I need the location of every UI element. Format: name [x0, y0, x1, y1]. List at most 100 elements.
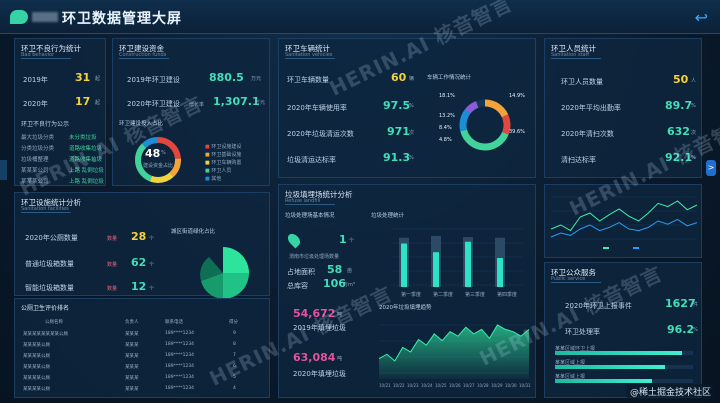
behavior-tag: 道路收集垃圾: [69, 146, 103, 152]
facility-unit: 个: [149, 286, 155, 292]
bar: [497, 258, 503, 287]
process-label: 环卫处理率: [565, 328, 600, 336]
location-pin-icon: [285, 231, 303, 249]
facility-label: 普通垃圾箱数量: [25, 260, 74, 268]
legend-label: 环卫基础设施: [211, 152, 242, 158]
page-title: 环卫数据管理大屏: [62, 11, 182, 27]
legend-item: ■ 其他: [205, 176, 222, 182]
site-label: 渭南市垃圾处理场数量: [289, 254, 340, 260]
panel-subtitle: Sanitation staff: [551, 52, 590, 58]
left-side-handle[interactable]: [0, 160, 7, 180]
x-tick-label: 10/21: [379, 383, 391, 388]
staff-value: 50: [673, 73, 689, 86]
vehicle-label: 环卫车辆数量: [287, 76, 329, 84]
back-icon[interactable]: ↩: [694, 8, 708, 27]
x-tick-label: 10/24: [421, 383, 433, 388]
panel-title: 垃圾填埋场统计分析: [285, 190, 353, 199]
x-tick-label: 10/22: [393, 383, 405, 388]
divider: [21, 212, 71, 213]
bar-x-label: 第三季度: [465, 292, 486, 298]
fund-2019-value: 880.5: [209, 71, 244, 84]
panel-subtitle: Sanitation facilities: [21, 206, 69, 212]
x-tick-label: 10/27: [463, 383, 475, 388]
staff-value: 89.7: [665, 99, 693, 112]
table-cell: 9: [233, 331, 236, 336]
facility-panel: 环卫设施统计分析 Sanitation facilities 2020年公厕数量…: [14, 192, 270, 299]
x-tick-label: 10/31: [519, 383, 531, 388]
list-title: 环卫不良行为公示: [21, 121, 70, 128]
behavior-item: 最大垃圾分类: [21, 135, 55, 141]
donut-center-value: 48: [145, 147, 161, 160]
behavior-item: 某某某公司: [21, 179, 49, 185]
service-bar-label: 某某区域上报: [555, 374, 586, 380]
table-header: 得分: [229, 320, 238, 325]
legend-swatch: [603, 247, 609, 249]
bar: [433, 252, 439, 287]
behavior-item: 某某某公司: [21, 168, 49, 174]
table-cell: 189****1234: [165, 331, 195, 336]
area-unit: 亩: [347, 268, 353, 274]
behavior-value: 17: [75, 95, 91, 108]
trend-title: 2020年垃圾填埋趋势: [379, 305, 432, 311]
behavior-tag: 上路 乱倒垃圾: [69, 179, 104, 185]
staff-trend-panel: [544, 184, 702, 258]
behavior-item: 垃圾桶整理: [21, 157, 49, 163]
pie-title: 城区街道绿化占比: [171, 229, 216, 235]
fund-donut-chart: [135, 137, 181, 183]
vehicle-unit: %: [409, 103, 414, 109]
legend-item: ■ 环卫人员: [205, 168, 232, 174]
panel-title: 环卫建设资金: [119, 44, 164, 53]
right-nav-button[interactable]: >: [706, 160, 716, 176]
panel-title: 环卫车辆统计: [285, 44, 330, 53]
vehicle-unit: %: [409, 155, 414, 161]
table-cell: 189****1234: [165, 342, 195, 347]
table-cell: 某某某某公厕: [23, 354, 50, 359]
facility-label: 2020年公厕数量: [25, 234, 78, 242]
facility-unit: 个: [149, 236, 155, 242]
x-tick-label: 10/23: [407, 383, 419, 388]
table-header: 公厕名称: [45, 320, 63, 325]
behavior-unit: 起: [95, 100, 101, 106]
landfill-bar-chart: [391, 228, 523, 287]
staff-panel: 环卫人员统计 Sanitation staff 环卫人员数量 50 人 2020…: [544, 38, 702, 178]
x-tick-label: 10/29: [491, 383, 503, 388]
behavior-tag: 未分类垃圾: [69, 135, 97, 141]
table-cell: 4: [233, 386, 236, 391]
panel-subtitle: Construction funds: [119, 52, 167, 58]
behavior-panel: 环卫不良行为统计 Bad behavior 2019年 31 起 2020年 1…: [14, 38, 106, 186]
panel-subtitle: Bad behavior: [21, 52, 55, 58]
behavior-tag: 上路 乱倒垃圾: [69, 168, 104, 174]
corner-watermark: @稀土掘金技术社区: [626, 384, 714, 399]
series-line: [550, 200, 698, 232]
fund-2020-unit: 万元: [255, 100, 266, 106]
service-bar-label: 某某区域环卫上报: [555, 346, 596, 352]
table-cell: 189****1234: [165, 375, 195, 380]
table-cell: 某某某某公厕: [23, 365, 50, 370]
fund-2020-value: 1,307.1: [213, 95, 260, 108]
staff-label: 环卫人员数量: [561, 78, 603, 86]
table-header: 联系电话: [165, 320, 183, 325]
divider: [119, 58, 169, 59]
behavior-year: 2019年: [23, 76, 48, 84]
table-header: 负责人: [125, 320, 139, 325]
panel-title: 环卫人员统计: [551, 44, 596, 53]
panel-title: 环卫不良行为统计: [21, 44, 81, 53]
x-tick-label: 10/30: [505, 383, 517, 388]
panel-subtitle: Sanitation vehicles: [285, 52, 333, 58]
redacted-label: [32, 12, 58, 22]
table-cell: 某某某某某某某某公厕: [23, 332, 68, 337]
ring-title: 车辆工作情况统计: [427, 75, 472, 81]
x-tick-label: 10/25: [435, 383, 447, 388]
facility-badge: 数量: [107, 262, 118, 268]
landfill-panel: 垃圾填埋场统计分析 Refuse landfill 垃圾处理场基本情况 1 个 …: [278, 184, 536, 398]
bar-x-label: 第一季度: [401, 292, 422, 298]
divider: [551, 282, 601, 283]
vehicle-panel: 环卫车辆统计 Sanitation vehicles 环卫车辆数量 60 辆 2…: [278, 38, 536, 178]
service-bar: [555, 379, 652, 383]
panel-title: 环卫设施统计分析: [21, 198, 81, 207]
staff-label: 2020年平均出勤率: [561, 104, 621, 112]
facility-value: 62: [131, 256, 147, 269]
public-service-panel: 环卫公众服务 Public service 2020年环卫上报事件 1627 件…: [544, 262, 702, 398]
legend-label: 其他: [211, 176, 222, 182]
